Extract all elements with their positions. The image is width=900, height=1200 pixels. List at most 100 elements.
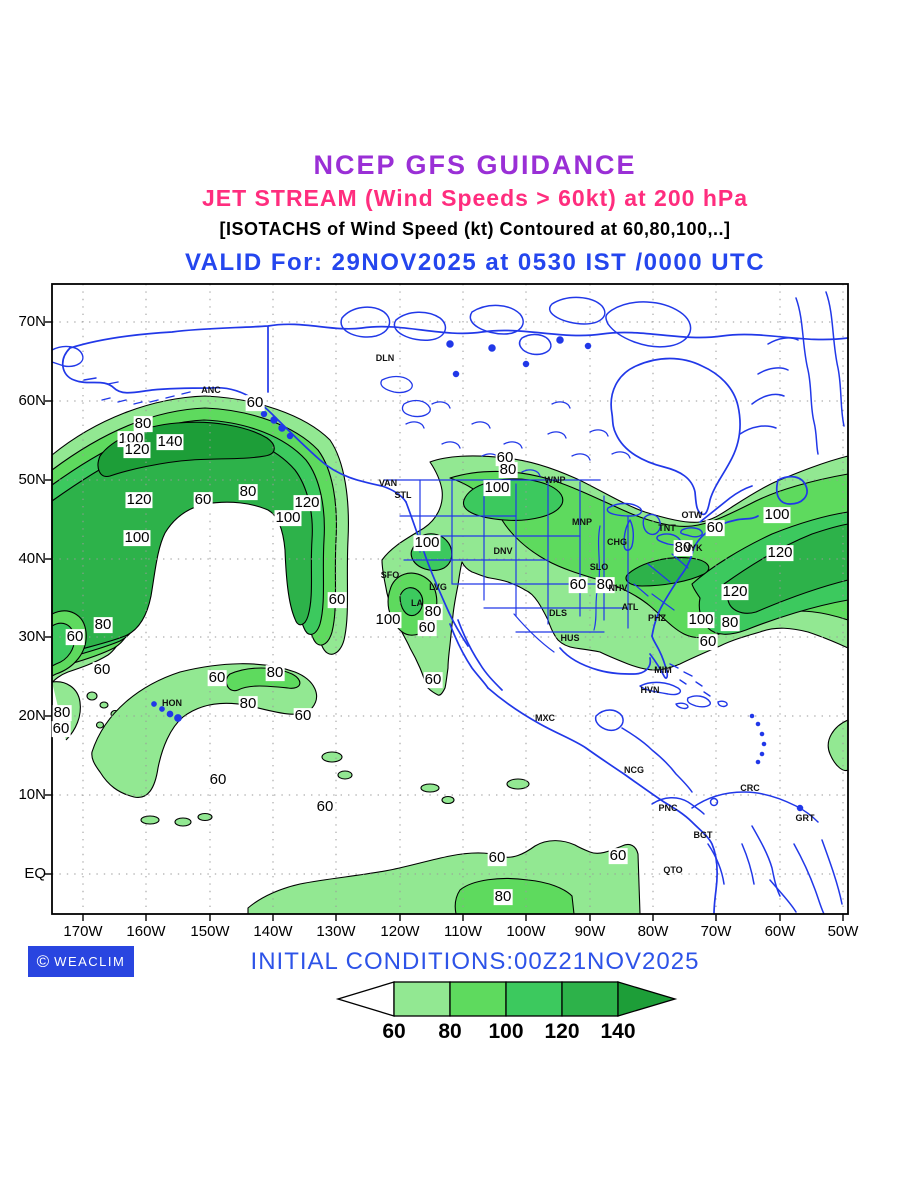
lon-tick-label: 120W	[380, 923, 420, 940]
lat-tick-label: 50N	[18, 471, 46, 488]
legend-box	[505, 981, 563, 1017]
city-label: MIM	[654, 665, 672, 675]
city-label: QTO	[663, 865, 683, 875]
gulf-coast-florida	[559, 635, 669, 679]
lon-tick-label: 70W	[700, 923, 732, 940]
lon-tick-label: 90W	[574, 923, 606, 940]
contour-label: 120	[125, 491, 153, 509]
contour-label: 80	[238, 483, 258, 501]
equatorial-band-80	[454, 877, 575, 915]
valid-time-line: VALID For: 29NOV2025 at 0530 IST /0000 U…	[184, 249, 766, 276]
page-title: NCEP GFS GUIDANCE	[313, 150, 637, 180]
city-label: SFO	[380, 570, 400, 580]
green-islet	[321, 751, 343, 763]
contour-label: 100	[763, 506, 791, 524]
canada-lakes	[380, 375, 631, 477]
city-label: MNP	[572, 517, 592, 527]
lat-tick-label: 40N	[18, 550, 46, 567]
contour-label: 60	[608, 847, 628, 865]
atlantic-120-core	[723, 523, 849, 614]
city-label: PHZ	[648, 613, 666, 623]
equatorial-band-60	[247, 840, 641, 915]
lon-tick-label: 140W	[253, 923, 293, 940]
contour-label: 60	[193, 491, 213, 509]
legend-tick-label: 120	[544, 1020, 580, 1043]
page-subtitle: JET STREAM (Wind Speeds > 60kt) at 200 h…	[201, 185, 748, 211]
city-label: ANC	[201, 385, 221, 395]
contour-label: 80	[423, 603, 443, 621]
copyright-icon: ©	[36, 952, 50, 971]
lon-tick-label: 100W	[506, 923, 546, 940]
city-label: HON	[162, 698, 182, 708]
green-islet	[174, 817, 192, 827]
green-islet	[86, 691, 98, 701]
green-islet	[506, 778, 530, 790]
city-label: STL	[394, 490, 412, 500]
green-islet	[95, 721, 105, 729]
lon-tick-label: 60W	[764, 923, 796, 940]
newfoundland	[775, 475, 808, 505]
hudson-bay	[610, 357, 741, 516]
contour-label: 60	[705, 519, 725, 537]
contour-label: 60	[207, 669, 227, 687]
contour-label: 80	[265, 664, 285, 682]
legend-box	[449, 981, 507, 1017]
city-label: GRT	[795, 813, 815, 823]
city-label: CHG	[607, 537, 627, 547]
lon-tick-label: 50W	[827, 923, 859, 940]
city-label: ATL	[621, 602, 639, 612]
map-canvas	[45, 283, 849, 921]
contour-label: 100	[274, 509, 302, 527]
color-legend	[335, 981, 678, 1017]
lon-tick-label: 170W	[63, 923, 103, 940]
contour-label: 120	[293, 494, 321, 512]
green-islet	[420, 783, 440, 793]
contour-label: 80	[52, 704, 72, 722]
contour-label: 60	[51, 720, 71, 738]
weaclim-logo: © WEACLIM	[28, 946, 134, 977]
lon-tick-label: 160W	[126, 923, 166, 940]
city-label: HVN	[640, 685, 660, 695]
hawaii-islands	[151, 701, 182, 722]
contour-label: 60	[568, 576, 588, 594]
city-label: NHV	[608, 583, 628, 593]
city-label: PNC	[658, 803, 678, 813]
green-islet	[99, 701, 109, 709]
contour-label: 80	[133, 415, 153, 433]
city-label: TNT	[658, 523, 676, 533]
mexico-central-america-coast	[487, 687, 719, 915]
contour-label: 60	[65, 628, 85, 646]
contour-label: 60	[487, 849, 507, 867]
contour-label: 80	[673, 539, 693, 557]
right-edge-patch-60	[827, 719, 849, 772]
city-label: DLS	[549, 608, 567, 618]
contour-label: 80	[595, 576, 615, 594]
baja-peninsula	[449, 619, 503, 691]
green-islet	[197, 812, 213, 822]
contour-label: 80	[720, 614, 740, 632]
contour-label: 60	[315, 798, 335, 816]
city-label: NYK	[683, 543, 703, 553]
legend-box	[561, 981, 619, 1017]
isotach-fill-layer	[51, 395, 849, 915]
contour-label: 120	[766, 544, 794, 562]
lat-tick-label: EQ	[24, 865, 46, 882]
labrador-greenland-coast	[739, 291, 845, 455]
city-label: CRC	[740, 783, 760, 793]
lon-tick-label: 80W	[637, 923, 669, 940]
geography-layer	[51, 291, 849, 915]
legend-right-arrow	[617, 981, 678, 1017]
city-label: LVG	[429, 582, 447, 592]
green-islet	[337, 770, 353, 780]
map-frame	[51, 283, 849, 915]
contour-label: 140	[156, 433, 184, 451]
lat-tick-label: 20N	[18, 707, 46, 724]
lat-tick-label: 70N	[18, 313, 46, 330]
legend-tick-label: 100	[488, 1020, 524, 1043]
city-label: HUS	[560, 633, 580, 643]
legend-tick-label: 80	[438, 1020, 462, 1043]
contour-label: 60	[495, 449, 515, 467]
contour-label: 60	[293, 707, 313, 725]
